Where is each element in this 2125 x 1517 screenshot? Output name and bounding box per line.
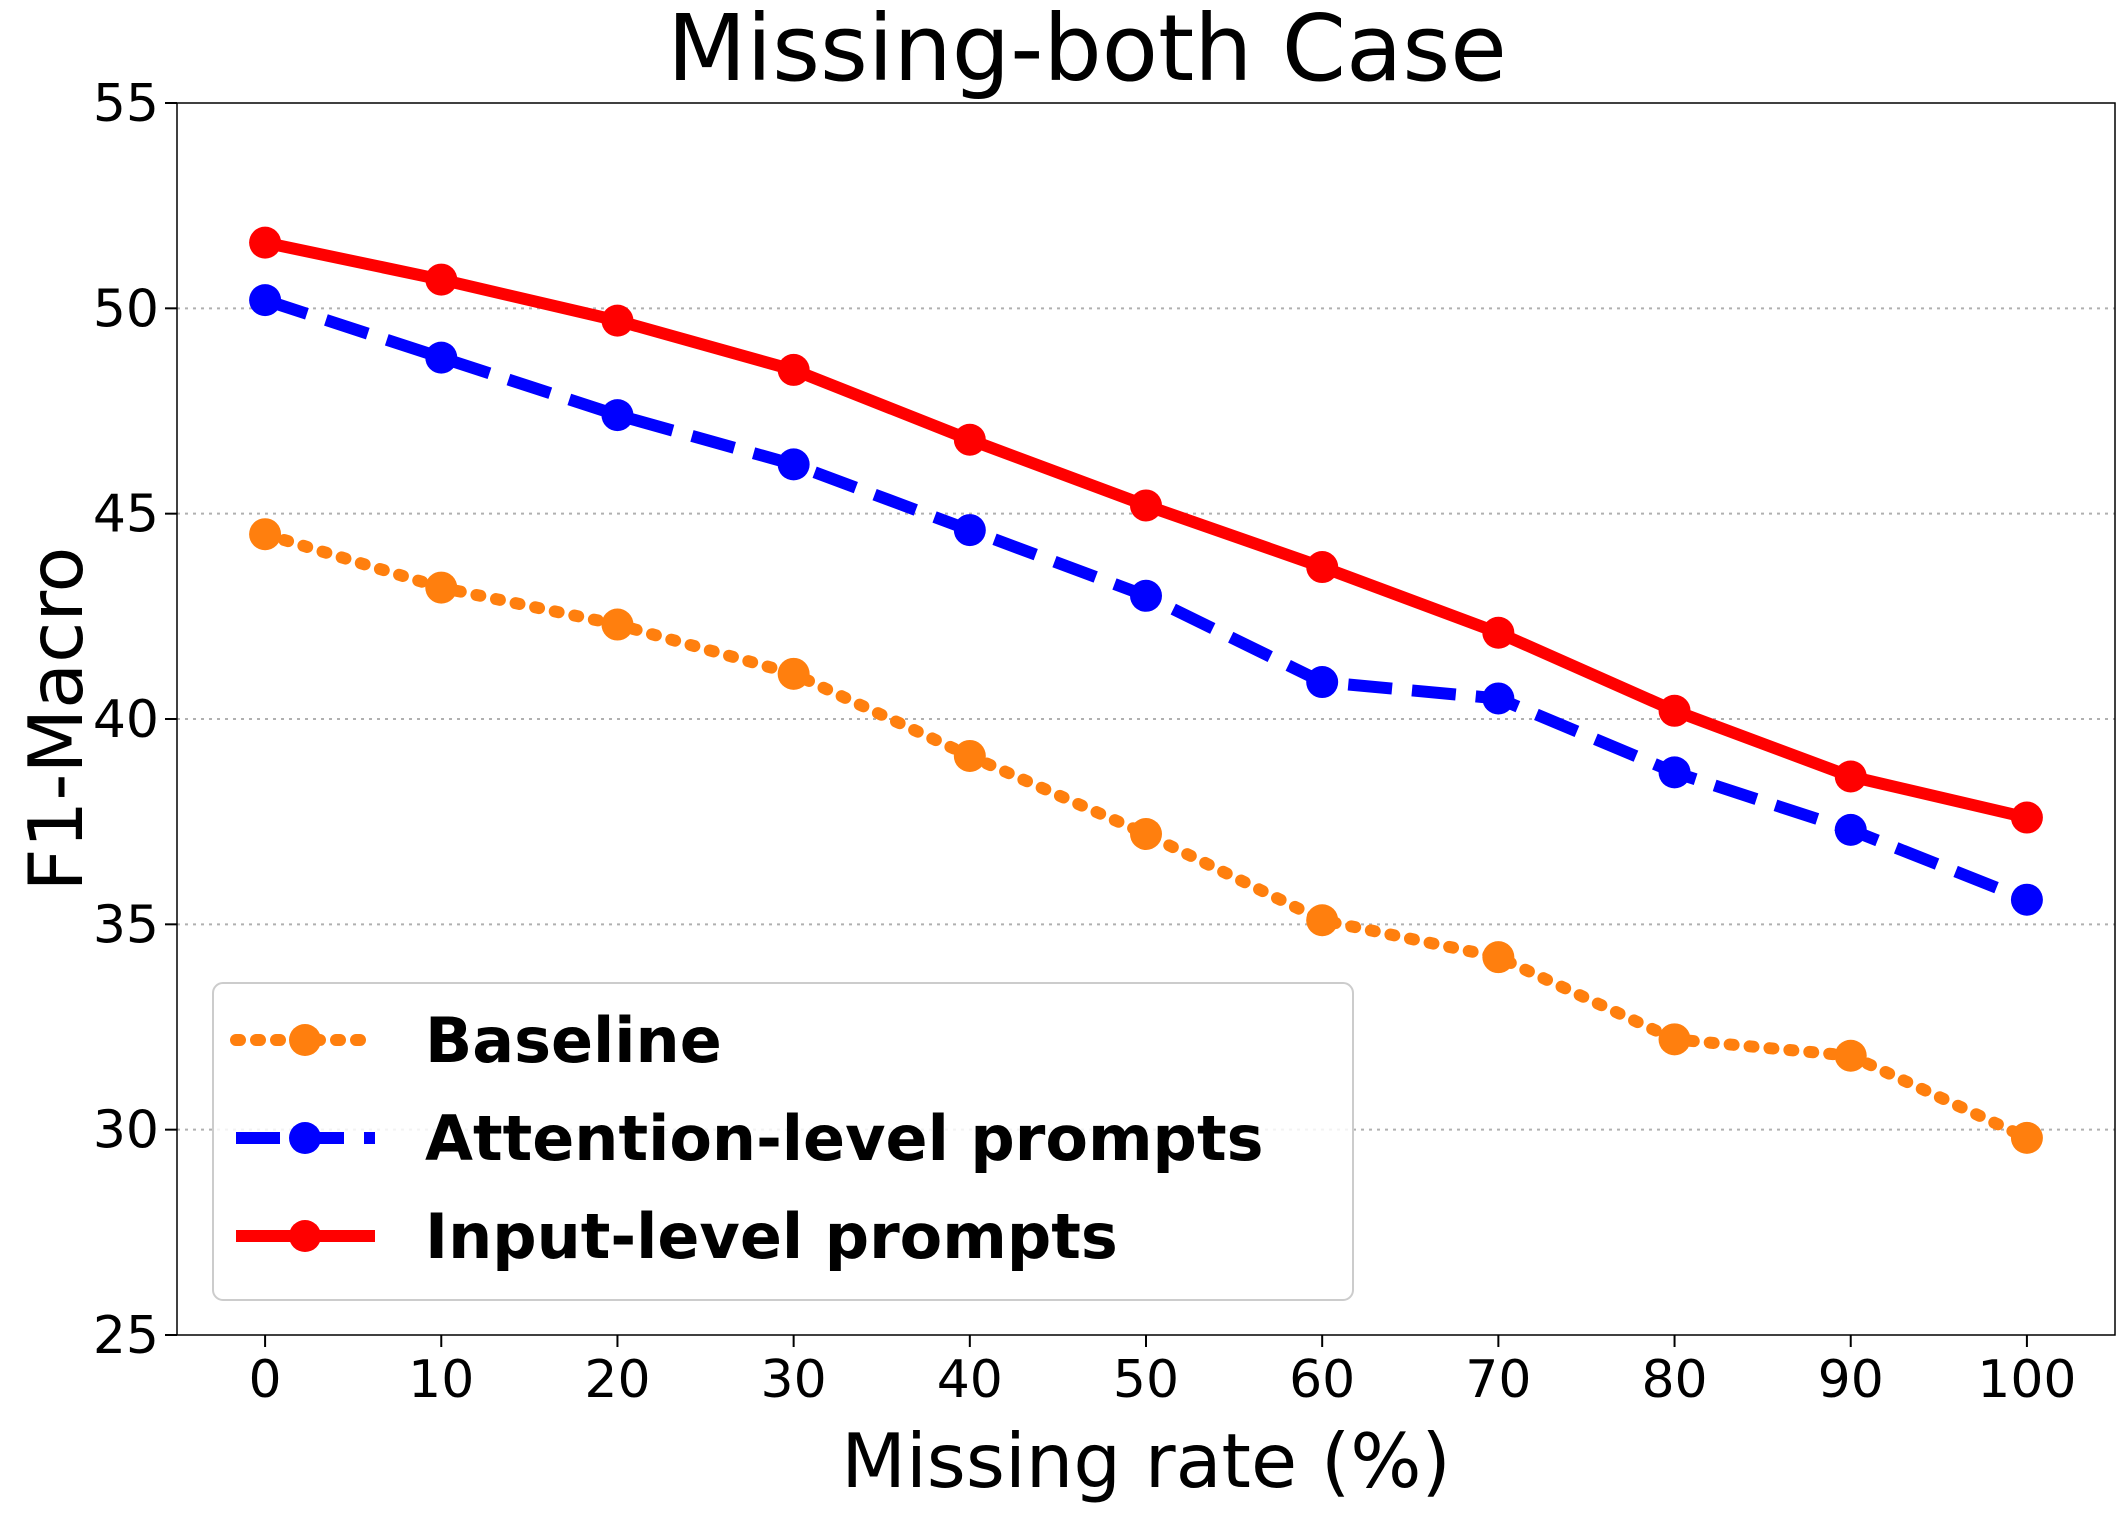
x-tick-label: 90: [1818, 1350, 1884, 1410]
legend-label: Input-level prompts: [425, 1200, 1118, 1273]
data-point: [1306, 666, 1339, 699]
data-point: [601, 304, 634, 337]
series-attention-level-prompts: [249, 284, 2043, 916]
data-point: [1834, 760, 1867, 793]
data-point: [777, 657, 810, 690]
data-point: [1482, 941, 1515, 974]
legend-box: [212, 982, 1354, 1301]
data-point: [425, 341, 458, 374]
data-point: [953, 514, 986, 547]
y-axis-label: F1-Macro: [12, 547, 100, 892]
data-point: [1482, 616, 1515, 649]
data-point: [1306, 904, 1339, 937]
data-point: [425, 571, 458, 604]
series-group: [249, 226, 2043, 1154]
data-point: [1130, 489, 1162, 522]
legend-marker: [289, 1122, 321, 1154]
data-point: [1306, 551, 1339, 584]
data-point: [777, 353, 810, 386]
data-point: [249, 284, 282, 317]
x-tick-label: 10: [408, 1350, 474, 1410]
y-tick-label: 30: [93, 1101, 159, 1161]
x-tick-label: 100: [1977, 1350, 2076, 1410]
y-tick-label: 35: [93, 895, 159, 955]
x-tick-label: 0: [249, 1350, 282, 1410]
y-tick-label: 50: [93, 279, 159, 339]
y-tick-label: 45: [93, 485, 159, 545]
data-point: [249, 518, 282, 551]
series-input-level-prompts: [249, 226, 2043, 834]
data-point: [425, 263, 458, 296]
x-tick-label: 60: [1289, 1350, 1355, 1410]
data-point: [601, 399, 634, 432]
legend-label: Baseline: [425, 1004, 722, 1077]
legend-label: Attention-level prompts: [425, 1102, 1263, 1175]
data-point: [601, 608, 634, 641]
y-tick-label: 40: [93, 690, 159, 750]
data-point: [1658, 694, 1691, 727]
x-axis-label: Missing rate (%): [841, 1417, 1451, 1505]
y-ticks: 25 30 35 40 45 50 55: [93, 74, 177, 1366]
legend-marker: [289, 1220, 321, 1252]
chart-title: Missing-both Case: [667, 0, 1507, 102]
data-point: [249, 226, 282, 259]
data-point: [953, 739, 986, 772]
x-ticks: 0 10 20 30 40 50 60 70 80 90 100: [249, 1335, 2077, 1410]
legend-marker: [289, 1024, 321, 1056]
x-tick-label: 40: [937, 1350, 1003, 1410]
data-point: [2010, 1121, 2043, 1154]
x-tick-label: 80: [1641, 1350, 1707, 1410]
x-tick-label: 70: [1465, 1350, 1531, 1410]
data-point: [2010, 801, 2043, 834]
series-line: [263, 236, 2029, 824]
data-point: [777, 448, 810, 481]
legend: Baseline Attention-level prompts Input-lev…: [212, 982, 1354, 1301]
data-point: [1658, 756, 1691, 789]
x-tick-label: 50: [1113, 1350, 1179, 1410]
data-point: [1834, 813, 1867, 846]
data-point: [1130, 817, 1162, 850]
data-point: [1658, 1023, 1691, 1056]
x-tick-label: 20: [584, 1350, 650, 1410]
y-tick-label: 25: [93, 1306, 159, 1366]
data-point: [2010, 883, 2043, 916]
series-baseline: [249, 518, 2043, 1154]
data-point: [1130, 579, 1162, 612]
data-point: [1834, 1039, 1867, 1072]
data-point: [1482, 682, 1515, 715]
y-tick-label: 55: [93, 74, 159, 134]
x-tick-label: 30: [761, 1350, 827, 1410]
data-point: [953, 423, 986, 456]
